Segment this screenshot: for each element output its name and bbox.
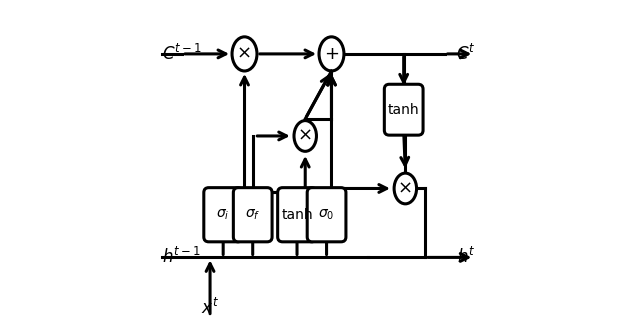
Text: ×: × <box>298 127 313 145</box>
FancyBboxPatch shape <box>385 84 423 135</box>
Text: ×: × <box>398 179 413 198</box>
Text: $\sigma_f$: $\sigma_f$ <box>245 208 260 222</box>
Text: $h^{t-1}$: $h^{t-1}$ <box>163 247 202 267</box>
Text: ×: × <box>237 45 252 63</box>
Text: $\sigma_i$: $\sigma_i$ <box>216 208 230 222</box>
Text: tanh: tanh <box>281 208 313 222</box>
FancyBboxPatch shape <box>307 188 346 242</box>
Text: +: + <box>324 45 339 63</box>
Text: $x^t$: $x^t$ <box>201 298 219 318</box>
Text: tanh: tanh <box>388 103 419 117</box>
Text: $\sigma_0$: $\sigma_0$ <box>319 208 335 222</box>
FancyBboxPatch shape <box>234 188 272 242</box>
Text: $h^t$: $h^t$ <box>457 247 476 267</box>
FancyBboxPatch shape <box>204 188 243 242</box>
Text: $C^{t-1}$: $C^{t-1}$ <box>163 44 202 64</box>
FancyBboxPatch shape <box>278 188 316 242</box>
Text: $C^t$: $C^t$ <box>456 44 476 64</box>
